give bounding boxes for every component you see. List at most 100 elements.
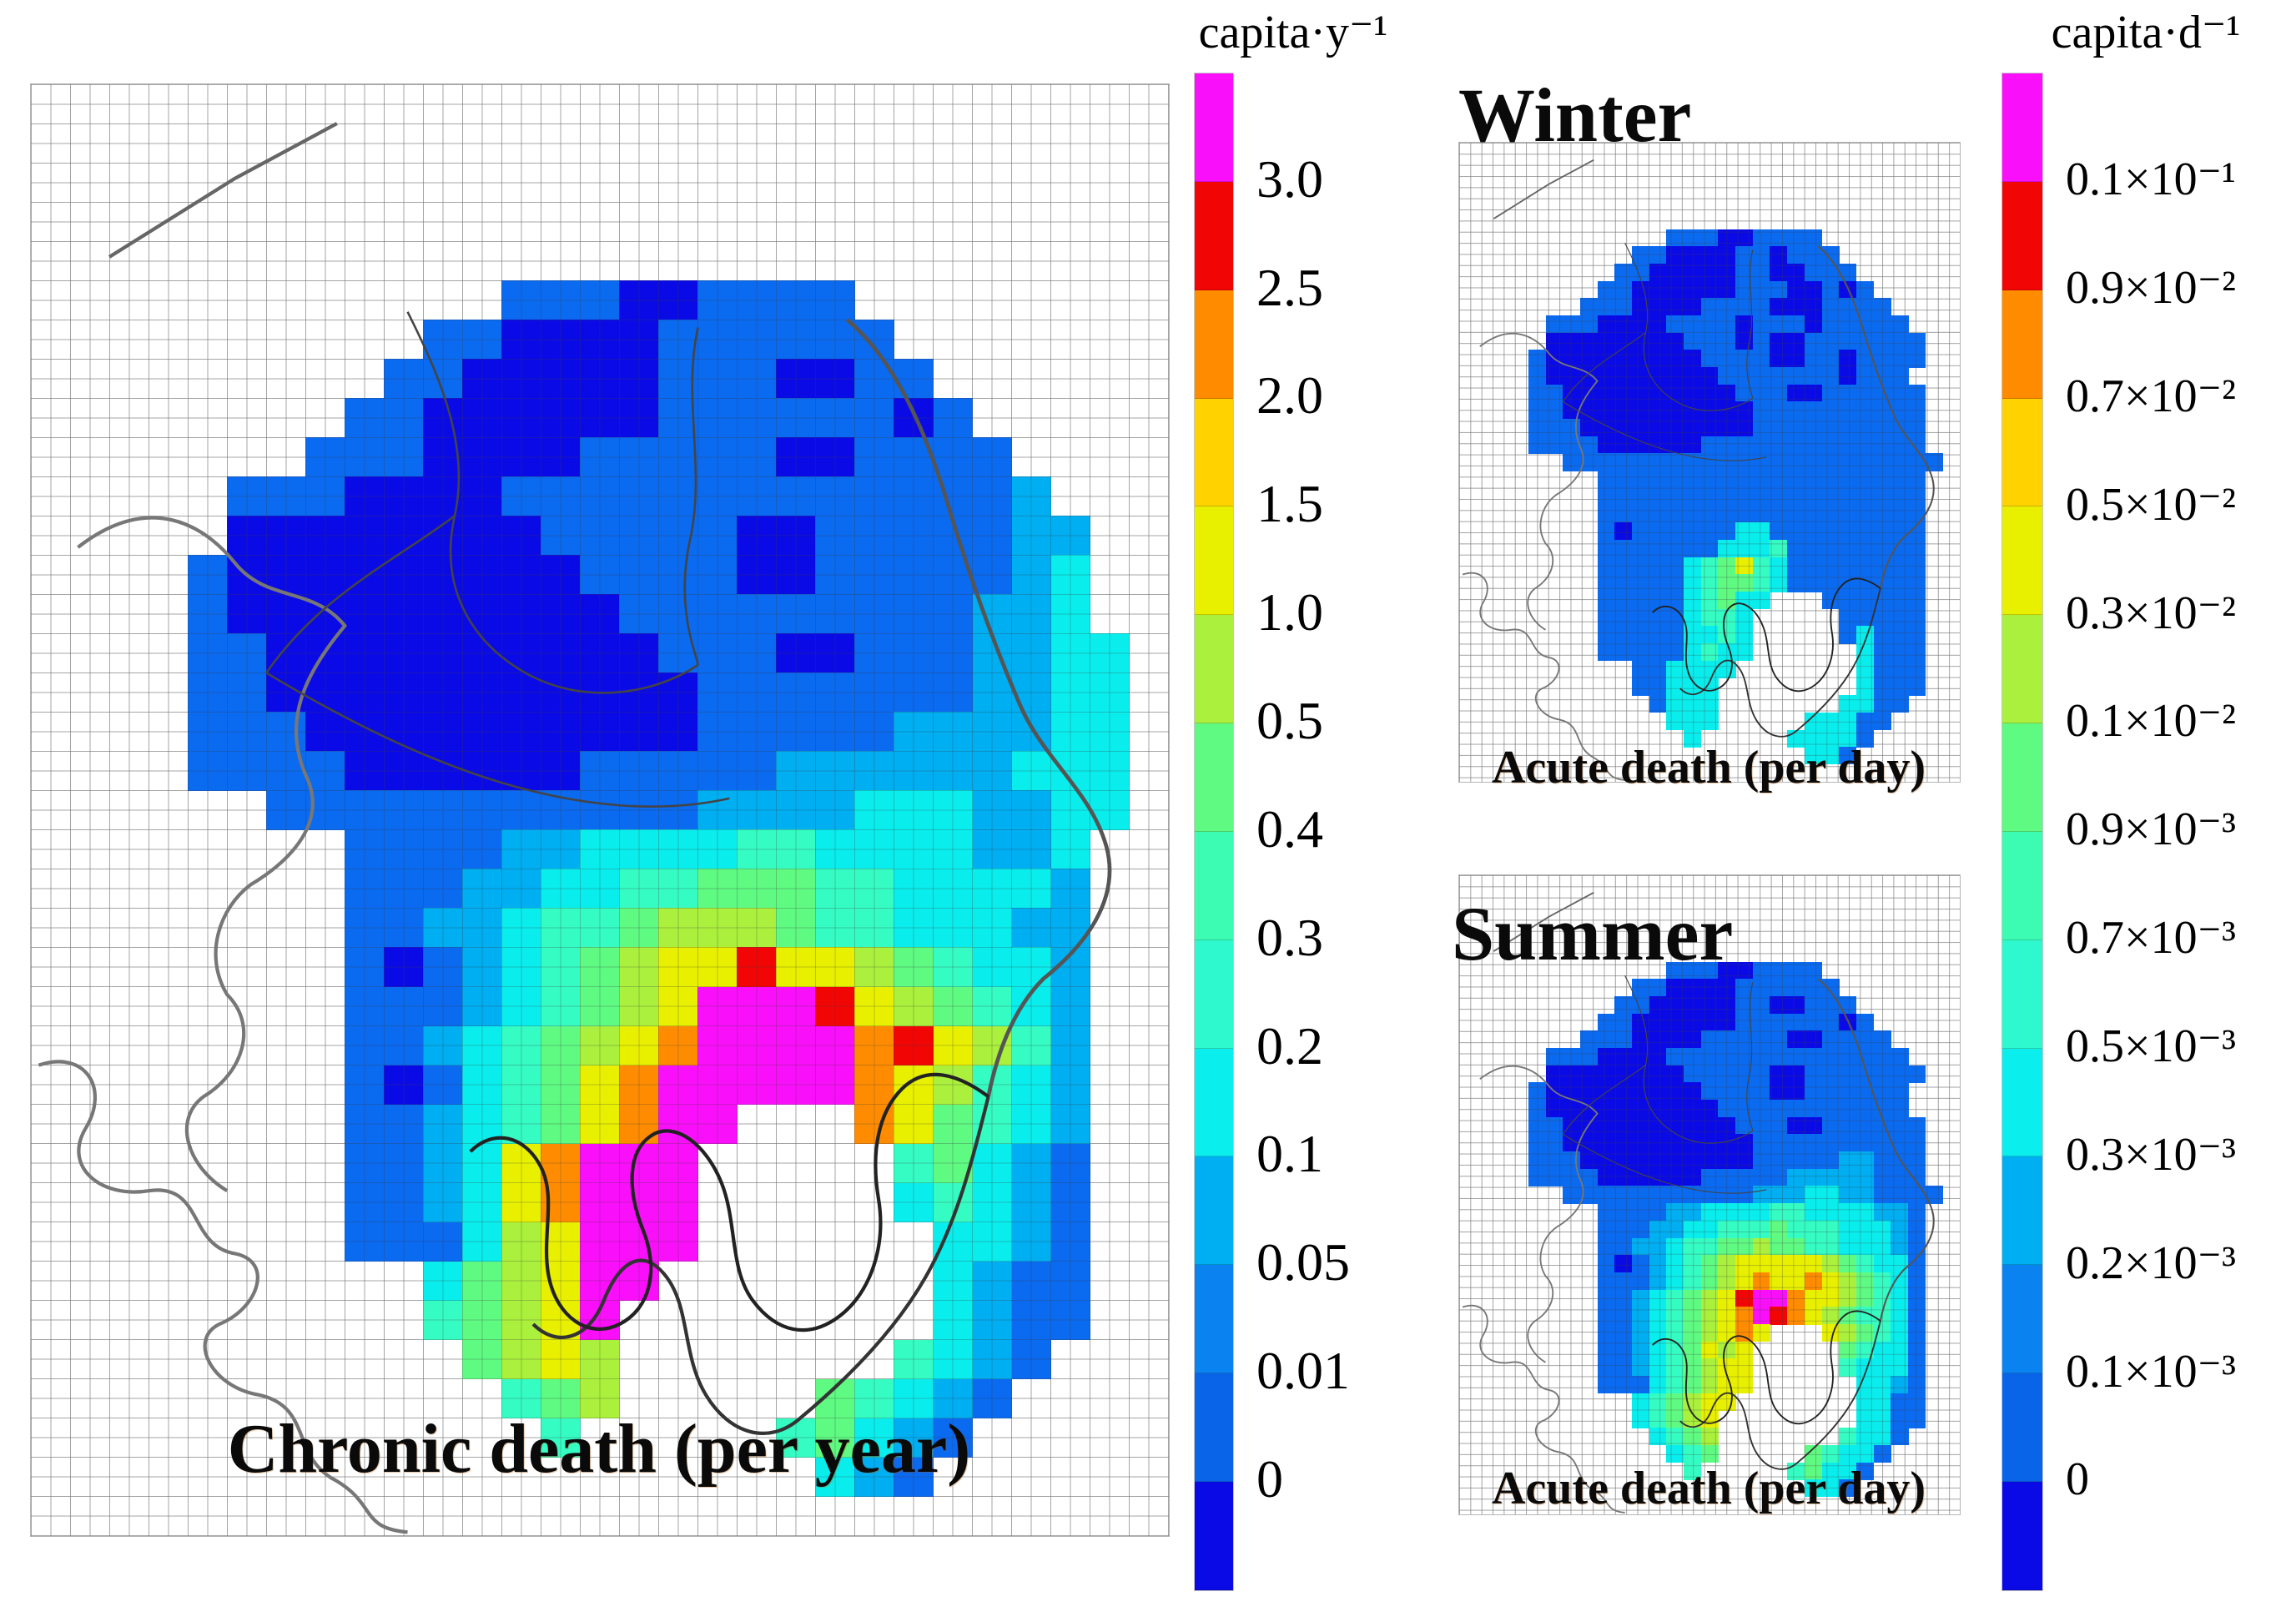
heatmap-cell — [1804, 995, 1823, 1015]
heatmap-cell — [1891, 626, 1909, 644]
heatmap-cell — [1631, 332, 1650, 350]
heatmap-cell — [227, 516, 267, 556]
heatmap-cell — [1011, 1143, 1052, 1184]
heatmap-cell — [1891, 1272, 1909, 1291]
heatmap-cell — [345, 1025, 385, 1066]
heatmap-cell — [1631, 1082, 1650, 1101]
heatmap-cell — [1770, 1186, 1788, 1204]
heatmap-cell — [580, 280, 620, 320]
heatmap-cell — [776, 751, 816, 791]
heatmap-cell — [1597, 539, 1615, 558]
heatmap-cell — [1649, 367, 1667, 385]
heatmap-cell — [1855, 505, 1875, 523]
heatmap-cell — [1855, 1376, 1875, 1394]
heatmap-cell — [1684, 1220, 1702, 1239]
heatmap-cell — [1597, 1047, 1615, 1066]
heatmap-cell — [697, 320, 738, 360]
heatmap-cell — [1649, 1393, 1667, 1411]
heatmap-cell — [1718, 1065, 1736, 1083]
chronic-death-heatmap-cells — [31, 84, 1169, 1536]
heatmap-cell — [1735, 1168, 1754, 1186]
heatmap-cell — [1855, 350, 1875, 368]
heatmap-cell — [1735, 557, 1754, 575]
heatmap-cell — [501, 280, 541, 320]
heatmap-cell — [1649, 626, 1667, 644]
heatmap-cell — [815, 947, 855, 987]
summer-title: Summer — [1452, 891, 1734, 976]
heatmap-cell — [1528, 436, 1547, 454]
heatmap-cell — [737, 359, 777, 399]
heatmap-cell — [1597, 419, 1615, 437]
heatmap-cell — [1735, 1047, 1754, 1066]
heatmap-cell — [894, 1143, 934, 1184]
heatmap-cell — [1891, 471, 1909, 489]
heatmap-cell — [501, 712, 541, 752]
heatmap-cell — [1631, 436, 1650, 454]
heatmap-cell — [1839, 1272, 1857, 1291]
heatmap-cell — [1804, 1307, 1823, 1325]
heatmap-cell — [933, 1261, 974, 1302]
heatmap-cell — [1649, 1082, 1667, 1101]
heatmap-cell — [854, 829, 894, 869]
heatmap-cell — [1631, 1323, 1650, 1342]
heatmap-cell — [1563, 1065, 1581, 1083]
heatmap-cell — [1804, 263, 1823, 282]
heatmap-cell — [854, 947, 894, 987]
heatmap-cell — [1873, 1272, 1891, 1291]
heatmap-cell — [1821, 298, 1840, 316]
heatmap-cell — [1752, 384, 1770, 402]
heatmap-cell — [1614, 1220, 1633, 1239]
heatmap-cell — [188, 751, 228, 791]
heatmap-cell — [188, 555, 228, 595]
heatmap-cell — [1907, 401, 1926, 420]
heatmap-cell — [1907, 678, 1926, 696]
heatmap-cell — [580, 555, 620, 595]
heatmap-cell — [972, 1261, 1013, 1302]
heatmap-cell — [1649, 332, 1667, 350]
heatmap-cell — [1855, 401, 1875, 420]
heatmap-cell — [1907, 487, 1926, 506]
heatmap-cell — [619, 1222, 659, 1262]
heatmap-cell — [1718, 660, 1736, 678]
heatmap-cell — [737, 712, 777, 752]
heatmap-cell — [1631, 1116, 1650, 1135]
heatmap-cell — [894, 908, 934, 948]
heatmap-cell — [1821, 1307, 1840, 1325]
heatmap-cell — [1873, 298, 1891, 316]
heatmap-cell — [1839, 608, 1857, 627]
heatmap-cell — [462, 1065, 502, 1106]
heatmap-cell — [972, 1143, 1013, 1184]
heatmap-cell — [1804, 1444, 1823, 1463]
heatmap-cell — [1821, 1220, 1840, 1239]
heatmap-cell — [1855, 608, 1875, 627]
heatmap-cell — [894, 947, 934, 987]
heatmap-cell — [1839, 298, 1857, 316]
heatmap-cell — [1684, 298, 1702, 316]
heatmap-cell — [658, 1065, 698, 1106]
heatmap-cell — [541, 790, 581, 830]
heatmap-cell — [580, 672, 620, 713]
heatmap-cell — [1821, 1186, 1840, 1204]
heatmap-cell — [1787, 522, 1805, 541]
heatmap-cell — [1873, 1376, 1891, 1394]
heatmap-cell — [1925, 453, 1943, 471]
heatmap-cell — [1649, 1100, 1667, 1118]
heatmap-cell — [580, 1339, 620, 1380]
heatmap-cell — [619, 516, 659, 556]
heatmap-cell — [1666, 678, 1684, 696]
heatmap-cell — [1839, 591, 1857, 610]
heatmap-cell — [1597, 1151, 1615, 1170]
heatmap-cell — [1050, 1065, 1091, 1106]
heatmap-cell — [1735, 643, 1754, 662]
heatmap-cell — [1666, 1082, 1684, 1101]
heatmap-cell — [1011, 476, 1052, 516]
heatmap-cell — [1804, 1237, 1823, 1256]
heatmap-cell — [1684, 332, 1702, 350]
heatmap-cell — [345, 1065, 385, 1106]
heatmap-cell — [384, 829, 424, 869]
heatmap-cell — [345, 1104, 385, 1145]
heatmap-cell — [1684, 1082, 1702, 1101]
heatmap-cell — [1804, 315, 1823, 334]
heatmap-cell — [1631, 350, 1650, 368]
heatmap-cell — [462, 1182, 502, 1223]
